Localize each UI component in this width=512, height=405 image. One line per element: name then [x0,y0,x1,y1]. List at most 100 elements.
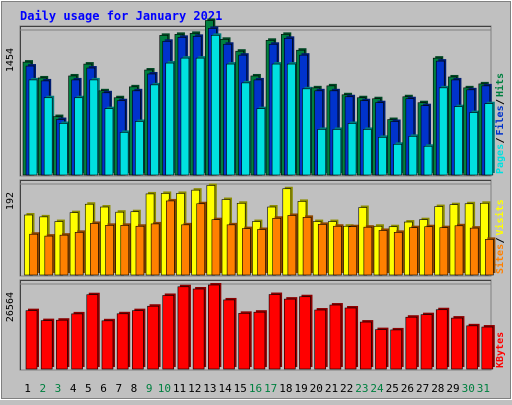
bar-kbytes-kbytes-20 [314,309,326,370]
bar-kbytes-kbytes-5 [86,294,99,370]
bar-kbytes-kbytes-8 [132,310,144,370]
x-tick-label-7: 7 [115,382,122,395]
x-tick-label-3: 3 [55,382,62,395]
axis-label-hits-files: Files [494,105,506,135]
x-tick-label-13: 13 [203,382,216,395]
bar-visits-sites-22 [348,226,357,276]
bar-kbytes-kbytes-21 [329,304,342,370]
bar-visits-sites-7 [120,225,130,276]
bar-hits-pages-23 [362,129,372,176]
bar-kbytes-kbytes-11 [177,286,190,370]
x-tick-label-4: 4 [70,382,77,395]
x-tick-label-5: 5 [85,382,92,395]
bar-kbytes-kbytes-13 [208,284,220,370]
bar-visits-sites-24 [378,230,388,276]
bar-visits-sites-8 [135,225,145,276]
bar-hits-pages-7 [119,132,129,176]
bar-kbytes-kbytes-29 [451,317,463,370]
bar-hits-pages-18 [286,63,296,176]
axis-label-visits-visits: Visits [494,199,506,235]
bar-kbytes-kbytes-30 [466,325,478,370]
bar-hits-pages-2 [43,97,53,176]
bar-kbytes-kbytes-19 [299,296,311,370]
bar-visits-sites-12 [196,203,206,276]
bar-hits-pages-8 [135,121,144,176]
x-tick-label-19: 19 [294,382,307,395]
bar-kbytes-kbytes-1 [25,310,38,370]
bar-hits-pages-11 [180,57,190,176]
bar-kbytes-kbytes-4 [71,313,83,370]
x-tick-label-10: 10 [158,382,171,395]
x-tick-label-22: 22 [340,382,353,395]
x-tick-label-12: 12 [188,382,201,395]
bar-kbytes-kbytes-12 [192,288,205,370]
bar-kbytes-kbytes-27 [420,314,433,370]
bar-visits-sites-19 [302,217,312,276]
x-tick-label-9: 9 [146,382,153,395]
bar-visits-sites-13 [211,219,221,276]
bar-kbytes-kbytes-22 [344,307,357,370]
bar-visits-sites-1 [29,233,38,276]
bar-hits-pages-12 [195,57,205,176]
x-tick-label-14: 14 [218,382,232,395]
bar-kbytes-kbytes-18 [283,298,296,370]
bar-visits-sites-16 [257,229,266,276]
x-tick-label-8: 8 [131,382,138,395]
axis-label-hits-hits: Hits [494,73,506,97]
bar-visits-sites-14 [226,224,236,276]
bar-hits-pages-27 [423,145,433,176]
bar-kbytes-kbytes-23 [359,321,372,370]
bar-visits-sites-28 [439,227,449,276]
bar-hits-pages-28 [438,87,448,176]
bar-kbytes-kbytes-6 [101,320,114,370]
bar-hits-pages-16 [256,108,266,176]
bar-visits-sites-23 [363,226,373,276]
chart-title: Daily usage for January 2021 [20,9,222,23]
bar-kbytes-kbytes-16 [253,311,266,370]
bar-hits-pages-22 [347,123,357,176]
bar-kbytes-kbytes-15 [238,313,251,370]
x-tick-label-16: 16 [249,382,262,395]
bar-hits-pages-14 [226,63,235,176]
x-tick-label-20: 20 [310,382,323,395]
bar-hits-pages-6 [104,108,114,176]
bar-kbytes-kbytes-26 [405,316,418,370]
bar-visits-sites-6 [105,225,114,276]
x-tick-label-25: 25 [386,382,399,395]
bar-hits-pages-29 [454,106,463,176]
bar-hits-pages-3 [59,123,68,176]
x-tick-label-2: 2 [39,382,46,395]
bar-visits-sites-2 [44,235,54,276]
bar-hits-pages-1 [28,79,38,176]
bar-visits-sites-29 [454,225,464,276]
bar-visits-sites-15 [242,228,251,276]
bar-kbytes-kbytes-14 [223,299,235,370]
axis-label-kbytes-kbytes: KBytes [495,332,506,368]
ymax-label-kbytes: 26564 [5,292,16,322]
axis-label-hits-pages: Pages [495,144,506,174]
axis-label-separator-hits-1: / [495,99,506,105]
bar-visits-sites-10 [166,200,175,276]
bar-hits-pages-10 [165,62,175,176]
chart-bevel-inner [1,1,511,399]
bar-visits-sites-18 [287,215,297,276]
bar-kbytes-kbytes-24 [375,329,387,370]
bar-hits-pages-15 [241,82,251,176]
bar-hits-pages-31 [484,103,494,176]
bar-hits-pages-19 [302,88,311,176]
bar-hits-pages-30 [469,112,478,176]
bar-visits-sites-20 [317,224,327,276]
bar-visits-sites-5 [90,223,99,276]
bar-visits-sites-25 [393,232,403,276]
bar-kbytes-kbytes-10 [162,295,175,370]
axis-label-visits-sites: Sites [494,244,506,274]
bar-visits-sites-26 [409,227,418,276]
x-tick-label-24: 24 [370,382,384,395]
x-tick-label-15: 15 [234,382,247,395]
bar-visits-sites-9 [150,223,160,276]
ymax-label-hits: 1454 [5,48,16,72]
bar-hits-pages-26 [408,136,418,176]
axis-label-separator-hits-0: / [495,137,506,143]
